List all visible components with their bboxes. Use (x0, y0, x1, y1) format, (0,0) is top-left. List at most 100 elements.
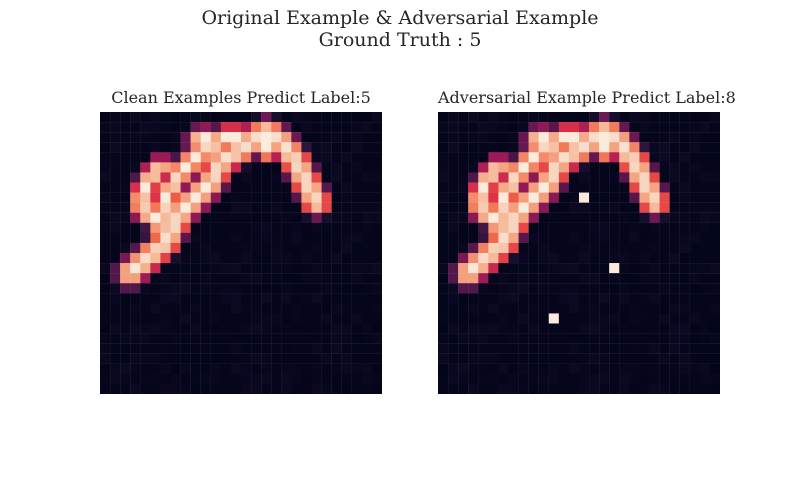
adversarial-heatmap-cell (528, 192, 539, 203)
adversarial-heatmap-cell (488, 132, 499, 143)
adversarial-heatmap-cell (558, 152, 570, 163)
adversarial-heatmap-cell (579, 212, 590, 223)
clean-heatmap-cell (321, 263, 332, 274)
adversarial-heatmap-cell (458, 202, 469, 213)
clean-heatmap-cell (351, 172, 363, 183)
clean-heatmap-cell (150, 343, 161, 354)
adversarial-heatmap-cell (709, 192, 720, 203)
adversarial-heatmap-cell (538, 222, 549, 234)
clean-heatmap-cell (241, 182, 252, 193)
clean-heatmap-cell (321, 192, 332, 203)
clean-heatmap-cell (311, 303, 322, 314)
adversarial-heatmap-cell (699, 182, 711, 193)
adversarial-heatmap-cell (609, 333, 620, 344)
adversarial-heatmap-cell (599, 182, 610, 193)
clean-heatmap-cell (120, 202, 131, 213)
clean-heatmap-cell (311, 323, 322, 334)
adversarial-heatmap-cell (558, 132, 570, 143)
adversarial-heatmap-cell (599, 212, 610, 223)
adversarial-heatmap-cell (478, 152, 489, 163)
adversarial-heatmap-cell (458, 162, 469, 173)
clean-heatmap-cell (291, 212, 302, 223)
clean-heatmap-cell (261, 182, 272, 193)
clean-heatmap-cell (301, 253, 312, 264)
adversarial-heatmap-cell (488, 383, 499, 394)
adversarial-heatmap-cell (679, 152, 690, 163)
clean-heatmap-cell (140, 333, 151, 344)
adversarial-heatmap-cell (478, 373, 489, 385)
clean-heatmap-cell (220, 172, 232, 183)
adversarial-heatmap-cell (468, 182, 479, 193)
adversarial-heatmap-cell (669, 202, 680, 213)
clean-heatmap-cell (371, 152, 382, 163)
clean-heatmap-cell (271, 363, 282, 375)
adversarial-heatmap-cell (699, 383, 711, 394)
clean-heatmap-cell (110, 152, 121, 163)
adversarial-heatmap-cell (558, 333, 570, 344)
adversarial-heatmap-cell (689, 162, 701, 173)
adversarial-heatmap-cell (458, 363, 469, 375)
adversarial-heatmap-cell (528, 112, 539, 123)
clean-heatmap-cell (230, 202, 242, 213)
adversarial-heatmap-cell (589, 333, 600, 344)
clean-heatmap-cell (341, 212, 352, 223)
adversarial-heatmap-cell (518, 363, 529, 375)
clean-heatmap-cell (210, 112, 222, 123)
adversarial-heatmap-cell (579, 273, 590, 284)
clean-heatmap-cell (371, 273, 382, 284)
clean-heatmap-cell (120, 283, 131, 294)
clean-heatmap-cell (291, 283, 302, 294)
clean-heatmap-cell (351, 182, 363, 193)
adversarial-heatmap-cell (689, 293, 701, 304)
adversarial-heatmap-cell (689, 343, 701, 354)
clean-heatmap-cell (271, 333, 282, 344)
adversarial-heatmap-cell (498, 162, 509, 173)
clean-heatmap-cell (130, 363, 141, 375)
clean-heatmap-cell (241, 202, 252, 213)
clean-heatmap-cell (180, 253, 191, 264)
adversarial-heatmap-cell (579, 132, 590, 143)
clean-heatmap-cell (311, 142, 322, 153)
clean-heatmap-cell (281, 323, 292, 334)
adversarial-heatmap-cell (699, 313, 711, 324)
adversarial-heatmap-cell (518, 172, 529, 183)
adversarial-heatmap-cell (548, 132, 560, 143)
clean-heatmap-cell (251, 232, 262, 244)
clean-heatmap-cell (220, 293, 232, 304)
adversarial-heatmap-cell (448, 263, 459, 274)
clean-heatmap-cell (120, 232, 131, 244)
clean-heatmap-cell (301, 343, 312, 354)
clean-heatmap-cell (321, 132, 332, 143)
clean-heatmap-cell (341, 263, 352, 274)
adversarial-heatmap-cell (448, 303, 459, 314)
clean-heatmap-cell (261, 313, 272, 324)
clean-heatmap-cell (140, 162, 151, 173)
clean-heatmap-cell (220, 363, 232, 375)
adversarial-heatmap-cell (619, 373, 630, 385)
adversarial-heatmap-cell (468, 383, 479, 394)
clean-heatmap-cell (100, 232, 111, 244)
clean-heatmap-cell (321, 253, 332, 264)
adversarial-heatmap-cell (518, 212, 529, 223)
adversarial-heatmap-cell (649, 363, 660, 375)
clean-heatmap-cell (170, 212, 181, 223)
clean-heatmap-cell (170, 303, 181, 314)
clean-heatmap-cell (120, 333, 131, 344)
adversarial-heatmap-cell (548, 323, 560, 334)
adversarial-heatmap-cell (438, 142, 449, 153)
clean-heatmap-cell (241, 253, 252, 264)
clean-heatmap-cell (371, 232, 382, 244)
adversarial-heatmap-cell (659, 112, 670, 123)
adversarial-heatmap-cell (649, 152, 660, 163)
clean-heatmap-cell (170, 253, 181, 264)
clean-heatmap-cell (301, 132, 312, 143)
clean-heatmap-cell (190, 192, 201, 203)
clean-heatmap-cell (251, 283, 262, 294)
clean-heatmap-cell (210, 172, 222, 183)
clean-heatmap-cell (311, 152, 322, 163)
clean-heatmap-cell (261, 253, 272, 264)
adversarial-heatmap-cell (508, 383, 519, 394)
adversarial-heatmap-cell (639, 373, 650, 385)
clean-heatmap-cell (301, 373, 312, 385)
adversarial-heatmap-cell (488, 353, 499, 364)
